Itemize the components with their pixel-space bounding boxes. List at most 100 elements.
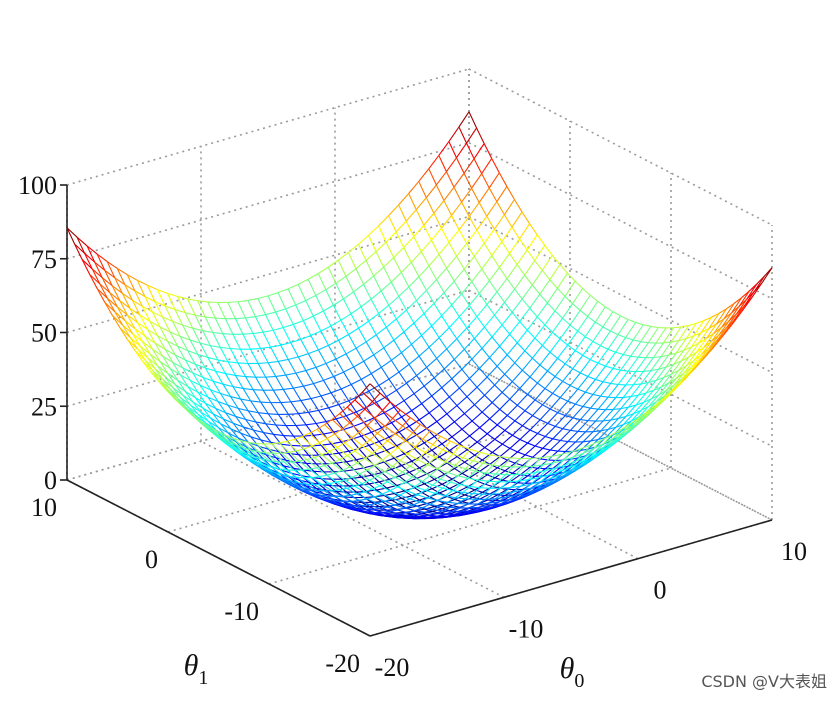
mesh-segment [580,360,590,373]
mesh-segment [376,327,386,335]
mesh-segment [381,282,391,291]
mesh-segment [341,384,351,388]
mesh-segment [570,386,578,390]
mesh-segment [467,143,475,159]
mesh-segment [411,252,421,263]
mesh-segment [535,261,543,271]
mesh-segment [472,174,482,189]
mesh-segment [125,321,135,329]
mesh-segment [381,291,389,305]
mesh-segment [419,169,429,182]
mesh-segment [301,336,311,340]
mesh-segment [350,416,358,423]
mesh-segment [496,474,506,475]
mesh-segment [555,416,565,427]
mesh-segment [497,415,507,425]
mesh-segment [384,458,394,462]
mesh-segment [643,325,651,327]
mesh-segment [381,367,389,379]
axes [60,185,772,636]
mesh-segment [323,305,333,311]
mesh-segment [266,312,276,315]
mesh-segment [205,317,215,318]
mesh-segment [326,290,334,306]
mesh-segment [585,379,595,392]
mesh-segment [90,274,100,283]
mesh-segment [578,421,588,432]
mesh-segment [419,277,427,291]
mesh-segment [218,303,226,319]
mesh-segment [303,384,313,387]
mesh-segment [477,442,485,447]
mesh-segment [537,303,547,317]
mesh-segment [406,210,416,221]
mesh-segment [558,442,568,452]
mesh-segment [452,369,462,379]
mesh-segment [489,267,499,280]
mesh-segment [525,411,533,416]
mesh-segment [563,318,571,325]
mesh-segment [552,332,560,339]
mesh-segment [376,252,384,268]
mesh-segment [468,478,478,480]
mesh-segment [296,425,306,426]
mesh-segment [384,340,394,348]
mesh-segment [426,198,434,214]
mesh-segment [424,303,434,313]
mesh-segment [480,358,490,369]
mesh-segment [243,388,251,400]
mesh-segment [598,349,608,363]
mesh-segment [386,242,394,258]
mesh-segment [319,439,327,443]
mesh-segment [593,327,603,342]
mesh-segment [578,376,588,389]
mesh-segment [406,301,416,311]
mesh-segment [379,314,387,328]
mesh-segment [457,328,467,339]
mesh-segment [311,336,319,350]
mesh-segment [538,423,548,433]
mesh-segment [600,331,610,346]
mesh-segment [444,293,452,305]
mesh-segment [414,237,422,252]
mesh-segment [573,289,583,304]
mesh-segment [583,289,591,296]
mesh-segment [424,386,432,396]
mesh-segment [489,188,497,202]
mesh-segment [485,448,493,453]
mesh-segment [382,491,390,494]
mesh-segment [472,412,482,421]
mesh-segment [580,420,588,421]
mesh-segment [454,187,462,202]
mesh-segment [220,347,228,361]
mesh-segment [356,342,366,348]
mesh-segment [505,289,515,302]
mesh-segment [299,455,309,456]
mesh-segment [588,376,596,379]
mesh-segment [233,334,241,349]
mesh-segment [484,243,492,255]
mesh-segment [510,399,518,405]
mesh-segment [488,481,498,482]
mesh-segment [633,340,641,342]
mesh-segment [532,270,542,285]
mesh-segment [321,326,331,331]
mesh-segment [512,370,522,381]
mesh-segment [293,386,303,388]
mesh-segment [616,352,624,354]
mesh-segment [449,127,459,142]
z-tick-label: 100 [18,171,57,200]
mesh-segment [437,422,445,430]
mesh-segment [302,437,312,446]
mesh-segment [598,363,606,366]
mesh-segment [590,346,600,360]
mesh-segment [452,429,462,437]
mesh-segment [438,462,446,469]
mesh-segment [421,240,431,251]
mesh-segment [360,470,368,474]
mesh-segment [283,328,291,343]
mesh-segment [273,390,281,402]
mesh-segment [346,348,356,354]
mesh-segment [296,373,304,386]
mesh-segment [389,296,399,305]
